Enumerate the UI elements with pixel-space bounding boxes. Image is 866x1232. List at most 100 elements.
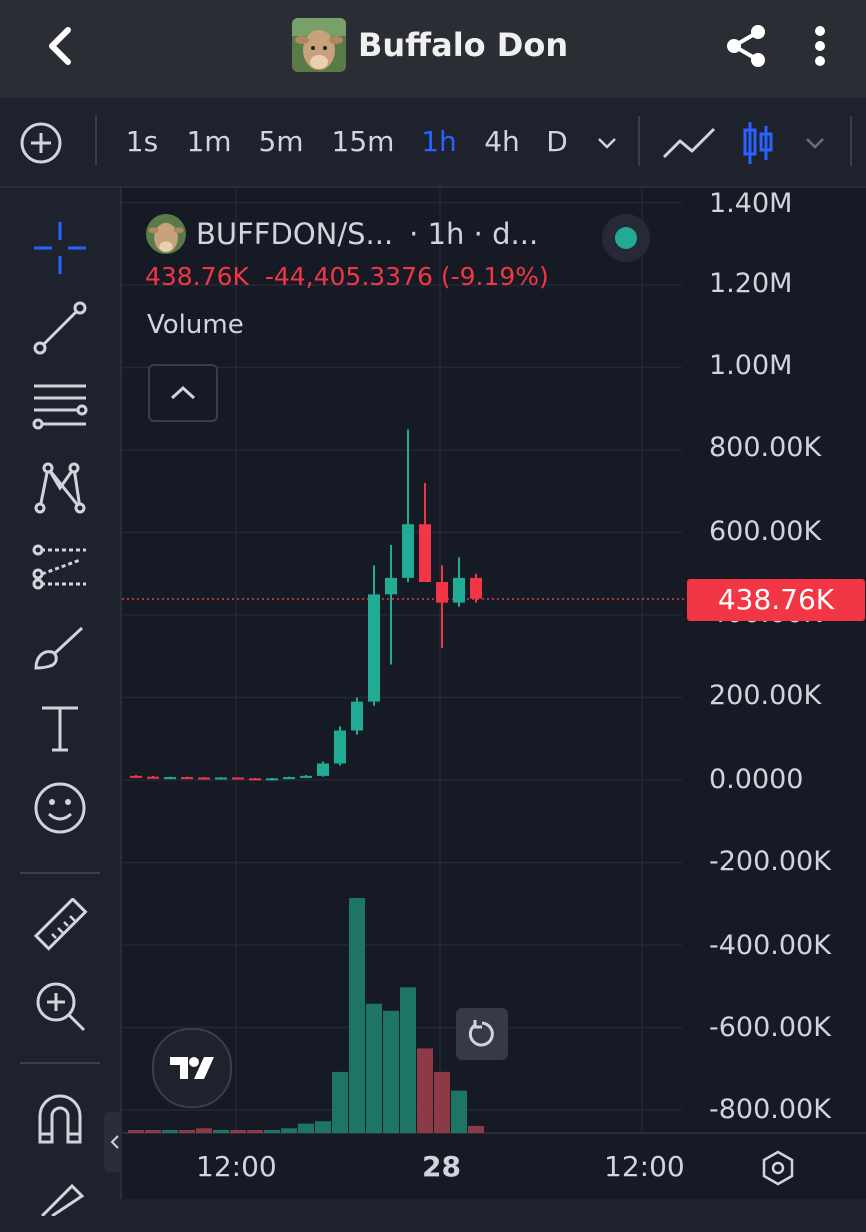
y-axis-label: 0.0000 (709, 764, 804, 795)
crosshair-tool[interactable] (24, 212, 96, 284)
chevron-left-icon (49, 27, 71, 65)
magnet-icon (38, 1094, 82, 1144)
candle-body (317, 763, 329, 776)
share-button[interactable] (720, 20, 772, 72)
tab-4h[interactable]: 4h (484, 125, 520, 158)
candle-body (419, 524, 431, 582)
tab-1h[interactable]: 1h (421, 125, 457, 158)
chart-settings-button[interactable] (758, 1148, 798, 1188)
volume-bar (145, 1130, 161, 1133)
candle-body (164, 777, 176, 780)
candle-body (470, 577, 482, 599)
candlestick-icon (743, 122, 773, 164)
lock-drawings-tool[interactable] (24, 1160, 96, 1232)
y-axis-label: 200.00K (709, 680, 822, 711)
measure-tool[interactable] (24, 890, 96, 962)
volume-bar (332, 1071, 348, 1133)
tab-d[interactable]: D (546, 125, 568, 158)
candle-body (249, 778, 261, 781)
volume-bar (247, 1130, 263, 1133)
toolbar-divider (95, 116, 97, 166)
text-icon (42, 706, 78, 752)
volume-bar (162, 1130, 178, 1133)
crosshair-icon (34, 222, 86, 274)
y-axis-label: 600.00K (709, 516, 822, 547)
more-vertical-icon (815, 26, 825, 66)
chart-type-dropdown[interactable] (800, 128, 830, 158)
candle-body (334, 730, 346, 764)
more-button[interactable] (800, 20, 840, 72)
volume-bar (196, 1128, 212, 1133)
tab-1s[interactable]: 1s (125, 125, 159, 158)
back-button[interactable] (34, 20, 86, 72)
add-indicator-button[interactable] (18, 120, 64, 166)
timeframe-dropdown[interactable] (592, 128, 622, 158)
trend-line-tool[interactable] (24, 292, 96, 364)
market-status[interactable] (602, 214, 650, 262)
chevron-down-icon (598, 138, 616, 149)
drawing-tools-sidebar (0, 188, 122, 1216)
pencil-icon (40, 1183, 85, 1216)
x-axis-label: 12:00 (196, 1150, 277, 1183)
tab-1m[interactable]: 1m (186, 125, 232, 158)
prediction-tool[interactable] (24, 532, 96, 604)
volume-bar (298, 1123, 314, 1133)
volume-bar (128, 1130, 144, 1133)
x-axis-label: 12:00 (604, 1150, 685, 1183)
candle-body (266, 778, 278, 781)
trend-line-icon (33, 301, 87, 355)
candles-button[interactable] (738, 118, 778, 168)
sidebar-divider (20, 872, 100, 874)
fib-retracement-tool[interactable] (24, 372, 96, 444)
candle-body (436, 582, 448, 603)
volume-bar (179, 1130, 195, 1133)
smiley-icon (34, 782, 86, 834)
candle-body (402, 524, 414, 578)
refresh-icon (468, 1020, 494, 1047)
volume-bar (281, 1128, 297, 1133)
volume-bar (264, 1130, 280, 1133)
sidebar-collapse-handle[interactable] (104, 1112, 126, 1172)
candle-body (300, 775, 312, 778)
horizontal-lines-icon (32, 384, 88, 430)
symbol-name: BUFFDON/S... (196, 217, 394, 251)
line-chart-button[interactable] (660, 120, 718, 166)
symbol-legend[interactable]: BUFFDON/S... · 1h · d... (146, 212, 538, 256)
tab-5m[interactable]: 5m (258, 125, 304, 158)
toolbar-divider (850, 116, 852, 166)
y-axis-label: -800.00K (709, 1094, 831, 1125)
plus-circle-icon (20, 122, 62, 164)
ruler-icon (33, 898, 88, 951)
chart-toolbar: 1s 1m 5m 15m 1h 4h D (0, 98, 866, 188)
candle-body (232, 777, 244, 780)
zoom-tool[interactable] (24, 970, 96, 1042)
magnet-tool[interactable] (24, 1082, 96, 1154)
pattern-tool[interactable] (24, 452, 96, 524)
x-axis-label: 28 (422, 1150, 461, 1183)
candle-body (368, 594, 380, 702)
tradingview-logo-icon (170, 1057, 214, 1079)
emoji-tool[interactable] (24, 772, 96, 844)
share-icon (727, 25, 765, 67)
volume-bar (434, 1071, 450, 1133)
volume-bar (366, 1003, 382, 1133)
volume-indicator-label[interactable]: Volume (147, 310, 244, 340)
volume-bar (230, 1130, 246, 1133)
current-price: 438.76K (145, 262, 249, 291)
candle-body (283, 777, 295, 780)
line-chart-icon (662, 127, 716, 159)
brush-tool[interactable] (24, 612, 96, 684)
y-axis-label: 1.20M (709, 268, 793, 299)
reset-chart-button[interactable] (456, 1008, 508, 1060)
y-axis-label: 1.40M (709, 188, 793, 219)
collapse-legend-button[interactable] (148, 364, 218, 422)
tradingview-logo[interactable] (152, 1028, 232, 1108)
chart-area[interactable]: BUFFDON/S... · 1h · d... 438.76K -44,405… (122, 188, 866, 1199)
text-tool[interactable] (24, 692, 96, 764)
volume-bar (349, 898, 365, 1133)
volume-bar (383, 1010, 399, 1133)
tab-15m[interactable]: 15m (331, 125, 395, 158)
settings-icon (762, 1150, 794, 1186)
y-axis-label: -200.00K (709, 846, 831, 877)
volume-bar (213, 1130, 229, 1133)
